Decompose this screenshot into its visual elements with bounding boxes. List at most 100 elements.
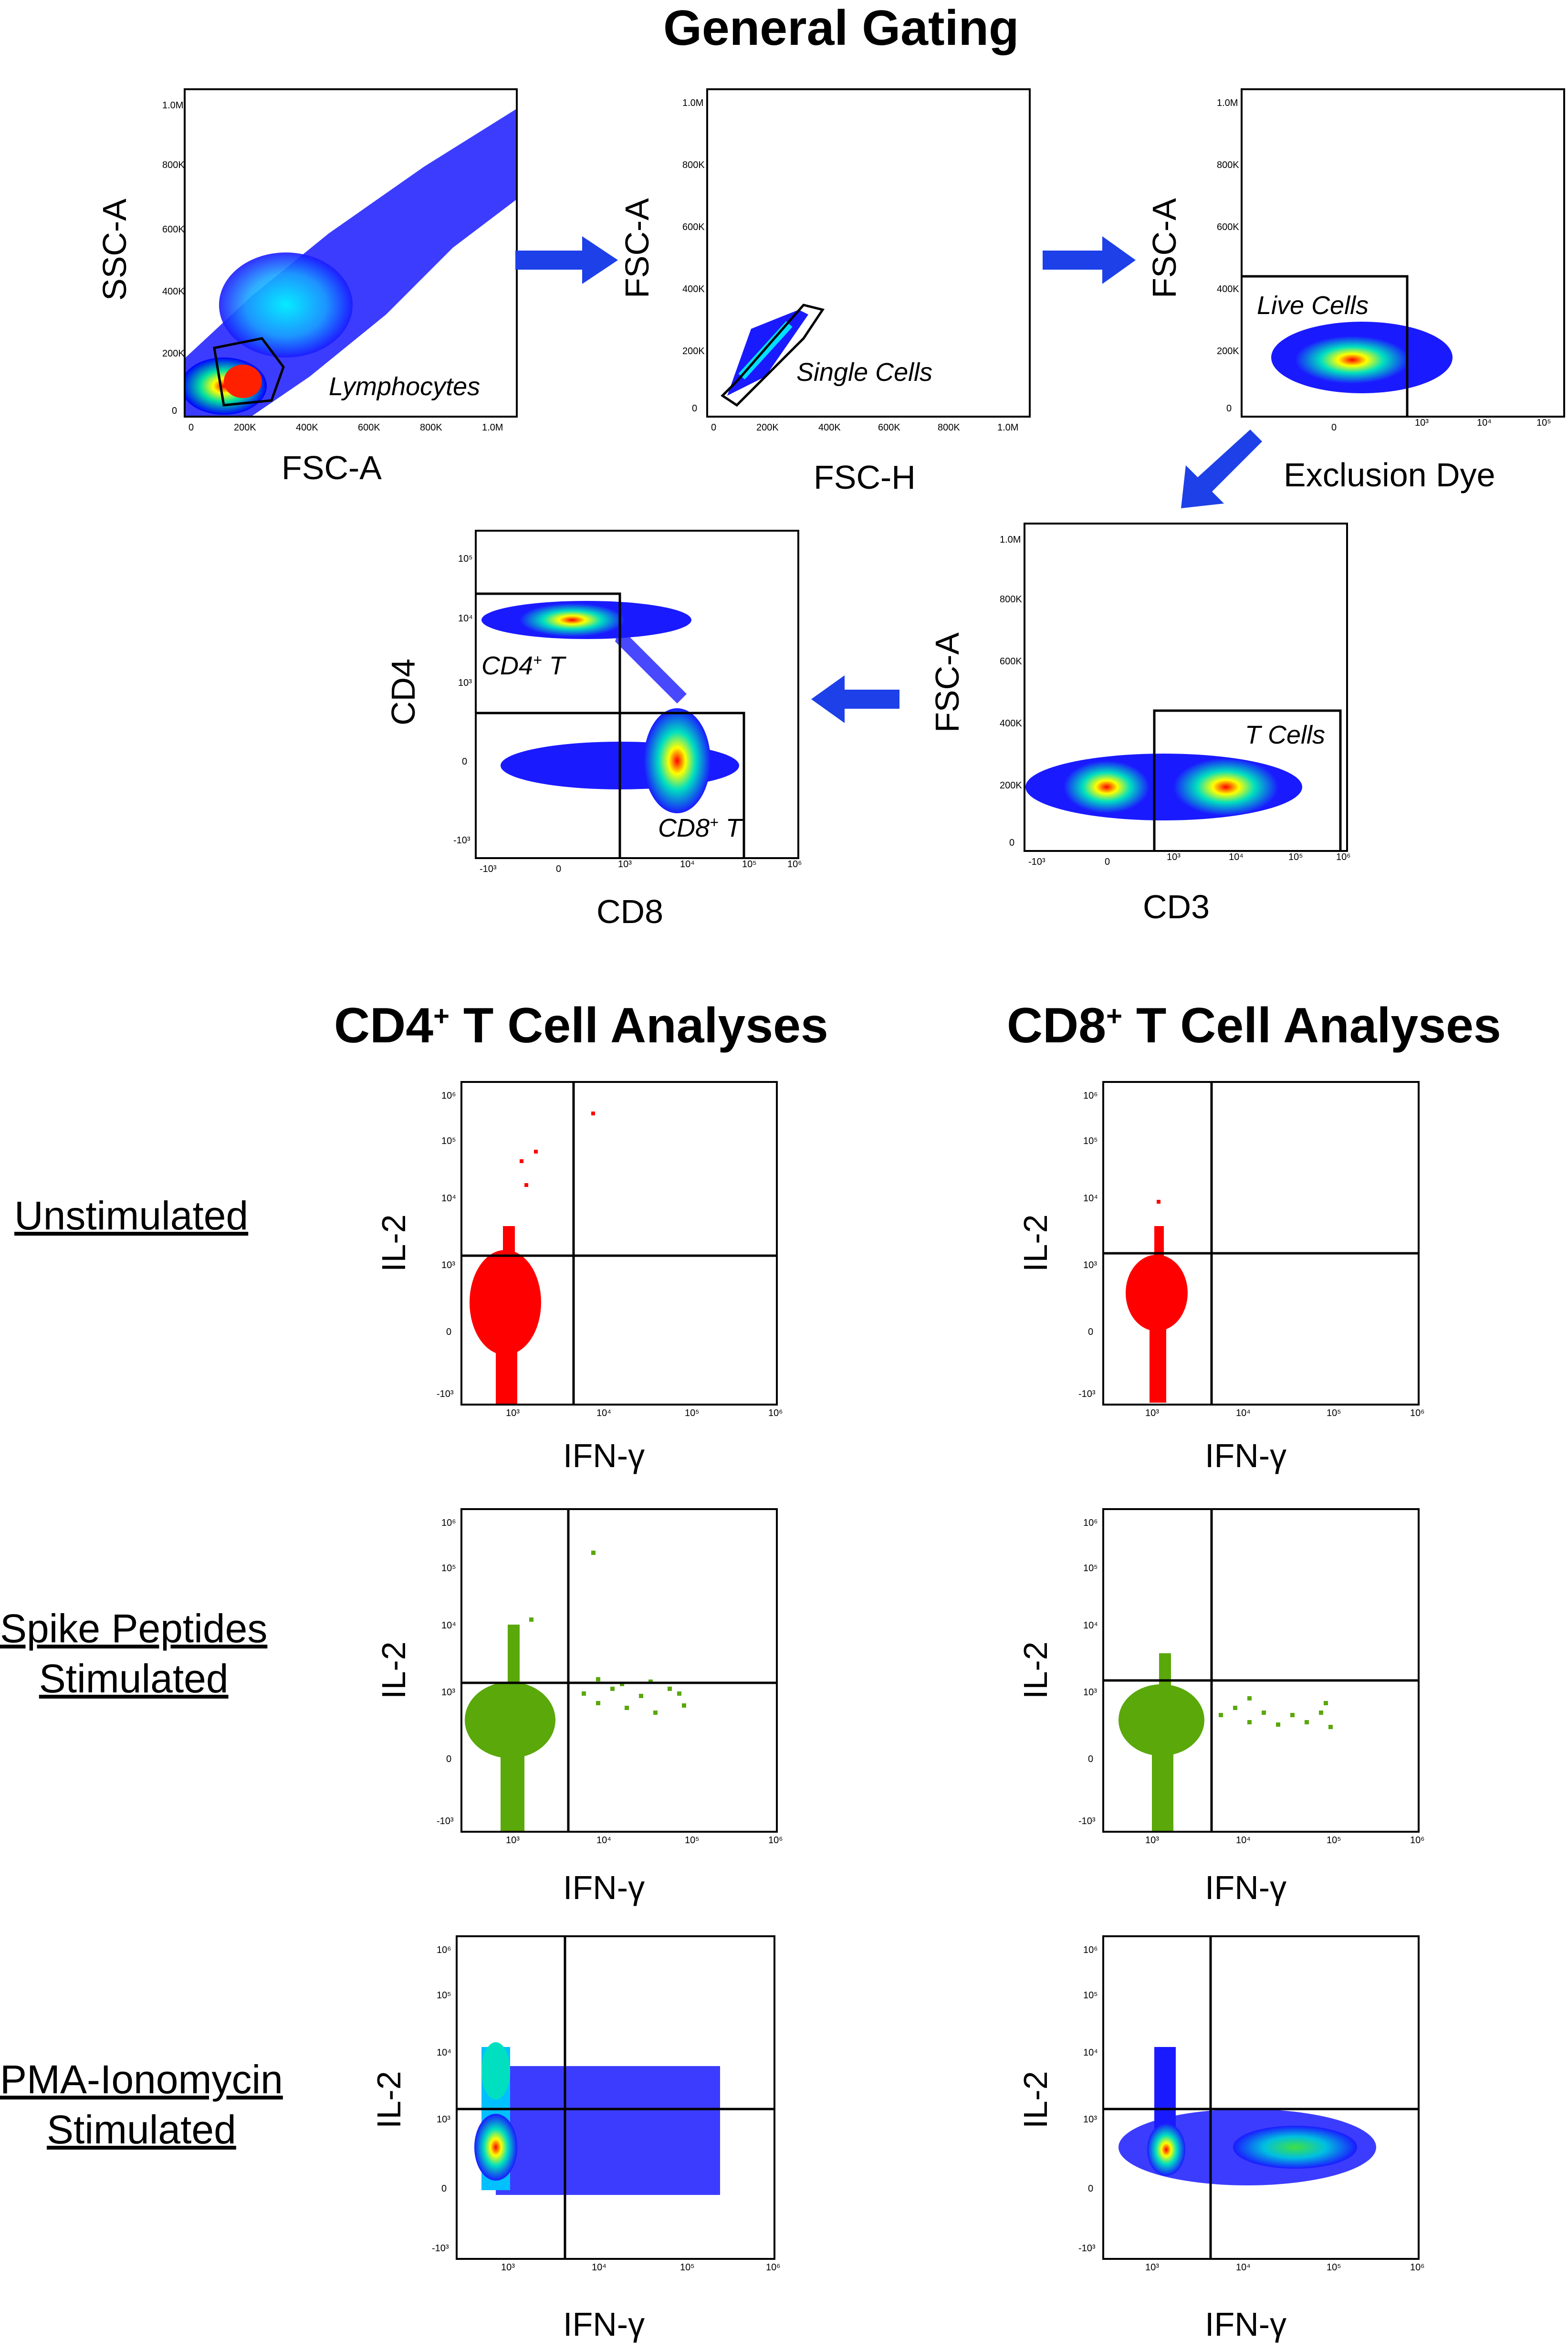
tick: 800K	[682, 160, 705, 170]
tick: -10³	[1078, 1389, 1096, 1399]
tick: 10³	[1167, 852, 1181, 862]
tick: 10⁴	[1229, 852, 1244, 862]
tick: 10³	[1083, 2114, 1097, 2125]
x-axis-label: IFN-γ	[563, 2306, 645, 2343]
row-label-pma: PMA-Ionomycin Stimulated	[0, 2057, 283, 2152]
tick: 600K	[1000, 656, 1022, 667]
y-axis-label: IL-2	[1017, 1214, 1054, 1272]
tick: 800K	[1217, 160, 1239, 170]
tick: 10³	[1145, 1408, 1159, 1418]
tick: 0	[1105, 857, 1110, 867]
gate-label-lymphocytes: Lymphocytes	[329, 372, 481, 401]
tick: 10⁶	[441, 1091, 456, 1101]
tick: 10³	[437, 2114, 450, 2125]
tick: 10⁶	[1410, 1408, 1425, 1418]
y-axis-label: IL-2	[375, 1214, 412, 1272]
tick: 400K	[296, 422, 318, 433]
x-axis-label: CD8	[596, 893, 664, 930]
tick: -10³	[432, 2243, 449, 2254]
tick: 10³	[506, 1408, 520, 1418]
tick: 10⁴	[596, 1835, 611, 1846]
tick: 600K	[682, 222, 705, 232]
tick: 400K	[162, 286, 185, 297]
tick: 10⁵	[685, 1835, 700, 1846]
tick: 0	[188, 422, 194, 433]
plot-cd4-unstim	[460, 1081, 778, 1406]
tick: -10³	[1078, 2243, 1096, 2254]
tick: 200K	[756, 422, 779, 433]
tick: 200K	[1000, 780, 1022, 791]
tick: 10⁴	[1083, 1620, 1098, 1631]
tick: 200K	[234, 422, 256, 433]
y-axis-label: CD4	[385, 658, 422, 725]
tick: 10⁵	[441, 1563, 456, 1574]
y-axis-label: IL-2	[1017, 1641, 1054, 1699]
tick: -10³	[480, 864, 497, 874]
tick: 1.0M	[1000, 535, 1021, 545]
tick: 1.0M	[162, 100, 184, 111]
tick: 10⁶	[1083, 1091, 1098, 1101]
plot-fsc-ssc: Lymphocytes	[184, 88, 518, 418]
tick: 10⁴	[1083, 2047, 1098, 2058]
tick: 400K	[1000, 718, 1022, 729]
tick: 10⁴	[1477, 418, 1492, 428]
tick: 600K	[162, 224, 185, 235]
tick: 10⁵	[458, 554, 473, 564]
plot-cd4-spike	[460, 1508, 778, 1833]
plot-fsch-fsca: Single Cells	[706, 88, 1031, 418]
tick: 10³	[441, 1687, 455, 1698]
cd4-analyses-title: CD4+ T Cell Analyses	[334, 998, 828, 1053]
plot-cd4-pma-scatter	[458, 1937, 774, 2258]
tick: 10⁶	[768, 1408, 783, 1418]
tick: 10⁴	[437, 2047, 451, 2058]
arrow-left-icon	[811, 675, 902, 723]
tick: 10⁵	[1083, 1990, 1098, 2001]
gate-label-cd4-t: CD4+ T	[481, 651, 565, 680]
gate-label-single-cells: Single Cells	[796, 358, 933, 387]
x-axis-label: IFN-γ	[563, 1869, 645, 1906]
x-axis-label: IFN-γ	[1205, 1437, 1287, 1474]
y-axis-label: FSC-A	[618, 198, 656, 298]
tick: 10⁶	[1410, 2262, 1425, 2273]
tick: 10⁴	[1236, 1835, 1251, 1846]
tick: 10³	[1083, 1687, 1097, 1698]
tick: 800K	[938, 422, 960, 433]
tick: 1.0M	[682, 98, 704, 108]
tick: 400K	[818, 422, 841, 433]
tick: 0	[1088, 1754, 1094, 1764]
tick: 10⁶	[766, 2262, 781, 2273]
tick: 0	[446, 1754, 452, 1764]
tick: 0	[711, 422, 717, 433]
tick: 600K	[1217, 222, 1239, 232]
tick: 10⁵	[1288, 852, 1303, 862]
x-axis-label: FSC-H	[814, 459, 916, 496]
tick: 10³	[441, 1260, 455, 1270]
tick: -10³	[437, 1816, 454, 1826]
tick: 10³	[501, 2262, 515, 2273]
tick: 10⁶	[787, 859, 802, 870]
tick: 1.0M	[997, 422, 1019, 433]
tick: 10³	[1145, 1835, 1159, 1846]
plot-cd8-unstim	[1102, 1081, 1420, 1406]
tick: 10³	[506, 1835, 520, 1846]
tick: 0	[462, 756, 468, 767]
row-label-unstimulated: Unstimulated	[14, 1193, 249, 1238]
tick: 400K	[682, 284, 705, 294]
tick: 10⁵	[1327, 1835, 1341, 1846]
tick: 10⁵	[437, 1990, 451, 2001]
tick: 10³	[618, 859, 632, 870]
tick: 10⁵	[1327, 2262, 1341, 2273]
tick: 0	[446, 1327, 452, 1337]
tick: 10⁴	[592, 2262, 606, 2273]
tick: -10³	[437, 1389, 454, 1399]
x-axis-label: Exclusion Dye	[1284, 456, 1495, 493]
tick: 600K	[358, 422, 380, 433]
tick: 10⁶	[1083, 1518, 1098, 1528]
y-axis-label: FSC-A	[929, 632, 966, 733]
plot-fsc-ssc-scatter	[186, 109, 516, 416]
plot-fsch-fsca-scatter	[721, 304, 825, 407]
plot-cd8-pma	[1102, 1935, 1420, 2260]
tick: 10³	[1083, 1260, 1097, 1270]
plot-cd4-pma	[456, 1935, 775, 2260]
tick: 10⁴	[596, 1408, 611, 1418]
